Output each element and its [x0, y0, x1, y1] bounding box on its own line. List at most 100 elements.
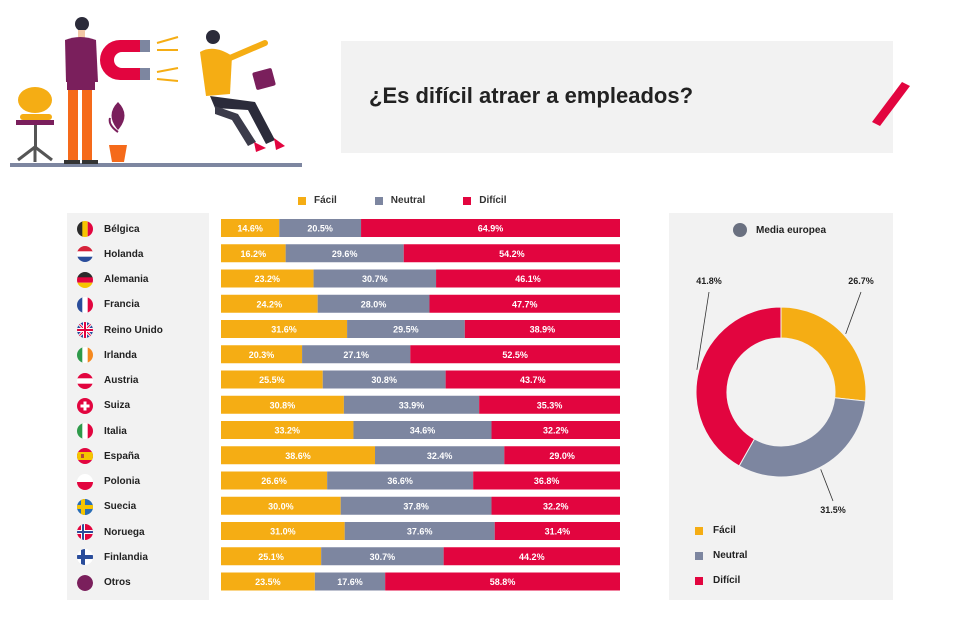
- bar-label-neutral: 34.6%: [410, 426, 436, 436]
- country-label: Holanda: [104, 248, 144, 260]
- bar-label-facil: 23.2%: [255, 274, 281, 284]
- donut-leader-dificil: [696, 291, 710, 370]
- donut-slice-neutral: [738, 397, 867, 478]
- bar-label-dificil: 31.4%: [545, 527, 571, 537]
- donut-legend-item-facil: Fácil: [695, 525, 736, 536]
- country-row: Finlandia: [77, 547, 148, 567]
- country-row: Reino Unido: [77, 320, 163, 340]
- bar-segment-dificil: [491, 421, 620, 439]
- donut-label-dificil: 41.8%: [696, 276, 722, 286]
- bar-segment-dificil: [473, 471, 620, 490]
- bar-segment-facil: [221, 395, 344, 414]
- donut-legend-swatch-dificil: [695, 576, 703, 585]
- recruiter-figure-icon: [64, 17, 98, 164]
- country-row: Otros: [77, 573, 131, 593]
- bar-label-dificil: 32.2%: [543, 501, 569, 511]
- bar-label-neutral: 33.9%: [399, 400, 425, 410]
- donut-label-facil: 26.7%: [848, 276, 874, 286]
- bar-label-facil: 23.5%: [255, 577, 281, 587]
- bar-label-facil: 31.0%: [270, 527, 296, 537]
- globe-icon: [733, 223, 747, 237]
- bar-segment-neutral: [347, 320, 465, 338]
- bar-label-dificil: 35.3%: [537, 400, 563, 410]
- donut-title-text: Media europea: [756, 224, 827, 236]
- donut-panel: Media europea 26.7% 31.5% 41.8% Fácil Neut…: [669, 213, 893, 600]
- bar-segment-neutral: [317, 294, 430, 313]
- title-box: ¿Es difícil atraer a empleados?: [341, 41, 893, 153]
- bar-segment-facil: [221, 320, 348, 338]
- legend-label-dificil: Difícil: [479, 195, 507, 206]
- bar-label-neutral: 36.6%: [387, 476, 413, 486]
- bar-label-neutral: 32.4%: [427, 451, 453, 461]
- bar-label-dificil: 44.2%: [519, 552, 545, 562]
- country-label: Bélgica: [104, 223, 140, 235]
- poland-flag-icon: [77, 473, 93, 490]
- bar-segment-dificil: [445, 370, 620, 389]
- other-icon: [77, 574, 93, 591]
- country-label: Suiza: [104, 400, 131, 412]
- bar-segment-facil: [221, 244, 286, 263]
- donut-legend-label-facil: Fácil: [713, 525, 736, 536]
- donut-leader-neutral: [820, 469, 834, 502]
- bar-label-neutral: 30.7%: [362, 274, 388, 284]
- legend-swatch-dificil: [463, 196, 472, 205]
- uk-flag-icon: [77, 322, 93, 338]
- bar-segment-neutral: [279, 219, 362, 237]
- country-row: Austria: [77, 371, 138, 391]
- bar-segment-dificil: [494, 522, 620, 540]
- donut-label-neutral: 31.5%: [820, 505, 846, 515]
- belgium-flag-icon: [77, 221, 93, 237]
- bar-label-facil: 33.2%: [274, 426, 300, 436]
- donut-legend-swatch-facil: [695, 526, 703, 535]
- bar-label-neutral: 29.5%: [393, 325, 419, 335]
- office-chair-icon: [16, 87, 54, 162]
- donut-legend-swatch-neutral: [695, 551, 703, 560]
- legend-label-neutral: Neutral: [390, 195, 426, 206]
- donut-legend-label-neutral: Neutral: [713, 550, 748, 561]
- donut-chart: 26.7% 31.5% 41.8%: [695, 276, 874, 515]
- bar-segment-dificil: [443, 547, 620, 566]
- bar-label-facil: 25.5%: [259, 375, 285, 385]
- decorative-slash-icon: [872, 82, 910, 126]
- bar-segment-neutral: [340, 496, 492, 515]
- country-list: Bélgica Holanda Alemania Francia Reino Unido…: [67, 213, 209, 600]
- bar-segment-facil: [221, 219, 280, 237]
- floor-line: [10, 163, 302, 167]
- country-row: Francia: [77, 295, 140, 315]
- bar-segment-neutral: [302, 345, 411, 364]
- page-title: ¿Es difícil atraer a empleados?: [369, 83, 694, 108]
- legend-item-dificil: Difícil: [463, 195, 506, 206]
- donut-leader-facil: [845, 291, 862, 334]
- country-row: Holanda: [77, 244, 143, 264]
- bar-label-neutral: 37.6%: [407, 527, 433, 537]
- plant-icon: [108, 102, 127, 162]
- donut-slice-facil: [780, 306, 867, 402]
- bar-segment-neutral: [314, 572, 386, 591]
- spain-flag-icon: [77, 448, 93, 465]
- country-row: España: [77, 446, 140, 466]
- bar-segment-neutral: [313, 269, 437, 288]
- bar-label-facil: 26.6%: [261, 476, 287, 486]
- magnet-icon: [100, 36, 179, 82]
- donut-legend-item-dificil: Difícil: [695, 575, 740, 586]
- bar-label-facil: 25.1%: [258, 552, 284, 562]
- country-label: Finlandia: [104, 551, 148, 563]
- country-label: Alemania: [104, 274, 149, 285]
- country-label: Otros: [104, 577, 131, 588]
- bar-segment-facil: [221, 269, 314, 288]
- bar-segment-facil: [221, 471, 328, 490]
- illustration: [10, 17, 302, 167]
- country-label: Suecia: [104, 501, 137, 513]
- bar-segment-facil: [221, 294, 318, 313]
- italy-flag-icon: [77, 423, 93, 439]
- donut-legend-item-neutral: Neutral: [695, 550, 747, 561]
- finland-flag-icon: [77, 549, 93, 566]
- bar-label-facil: 24.2%: [257, 299, 283, 309]
- bar-label-facil: 30.0%: [268, 501, 294, 511]
- bar-legend: Fácil Neutral Difícil: [298, 195, 544, 206]
- bar-segment-neutral: [285, 244, 404, 263]
- switzerland-flag-icon: [77, 397, 93, 414]
- country-label: Reino Unido: [104, 324, 163, 336]
- country-label: Irlanda: [104, 349, 137, 361]
- bar-label-neutral: 27.1%: [343, 350, 369, 360]
